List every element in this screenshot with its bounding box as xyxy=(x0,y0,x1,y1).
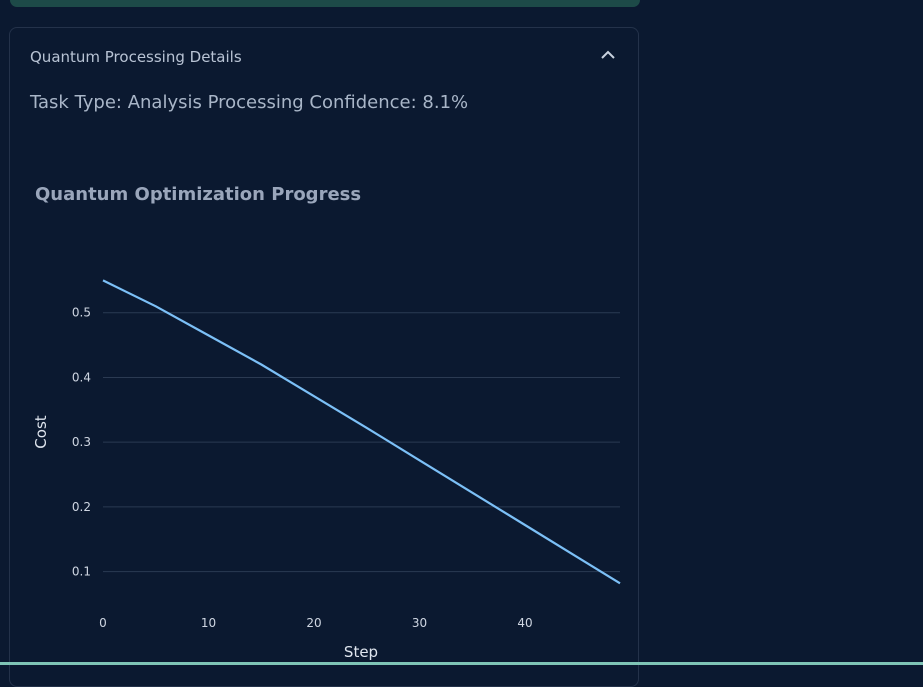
chart-gridlines xyxy=(103,312,620,573)
y-axis-ticks: 0.1 0.2 0.3 0.4 0.5 xyxy=(72,306,91,579)
x-axis-ticks: 0 10 20 30 40 xyxy=(99,616,533,630)
optimization-chart: 0.1 0.2 0.3 0.4 0.5 0 10 20 30 40 Step Cost xyxy=(32,279,621,661)
chevron-up-icon[interactable] xyxy=(600,48,616,62)
success-banner xyxy=(10,0,640,7)
x-tick-label: 30 xyxy=(412,616,427,630)
x-axis-label: Step xyxy=(344,643,378,661)
expander-header[interactable]: Quantum Processing Details xyxy=(30,48,242,66)
x-tick-label: 40 xyxy=(517,616,532,630)
y-tick-label: 0.3 xyxy=(72,435,91,449)
bottom-accent-strip xyxy=(0,662,923,665)
x-tick-label: 0 xyxy=(99,616,107,630)
y-tick-label: 0.2 xyxy=(72,500,91,514)
x-tick-label: 20 xyxy=(306,616,321,630)
x-tick-label: 10 xyxy=(201,616,216,630)
y-tick-label: 0.1 xyxy=(72,565,91,579)
chart-title: Quantum Optimization Progress xyxy=(35,184,362,205)
y-axis-label: Cost xyxy=(32,415,50,448)
task-info-text: Task Type: Analysis Processing Confidenc… xyxy=(30,92,469,113)
y-tick-label: 0.5 xyxy=(72,306,91,320)
series-line-cost xyxy=(102,279,621,585)
y-tick-label: 0.4 xyxy=(72,370,91,384)
